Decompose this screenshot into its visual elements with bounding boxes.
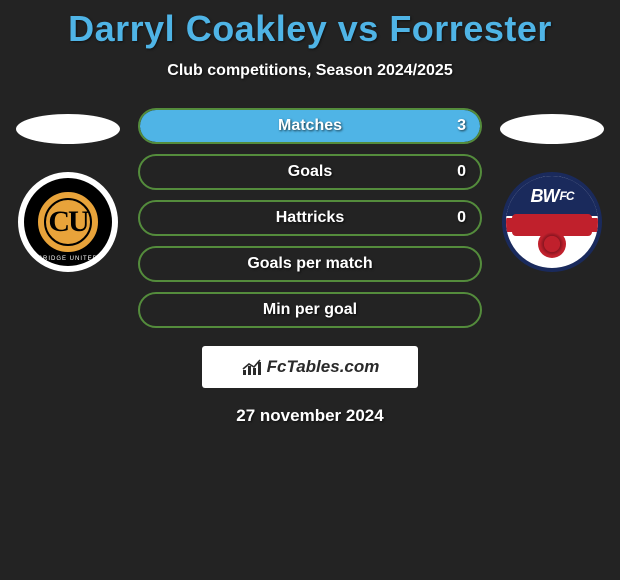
stat-value-right: 0: [457, 209, 466, 227]
chart-icon: [241, 358, 263, 376]
club-left-initials: CU: [48, 205, 87, 239]
club-right-logo: BWFC: [502, 172, 602, 272]
stat-row: Min per goal: [138, 292, 482, 328]
stats-list: Matches 3 Goals 0 Hattricks 0 Goals per match M…: [128, 108, 492, 338]
stat-row: Goals per match: [138, 246, 482, 282]
date-text: 27 november 2024: [0, 406, 620, 426]
stat-row: Goals 0: [138, 154, 482, 190]
stat-value-right: 0: [457, 163, 466, 181]
player-right: BWFC: [492, 108, 612, 272]
brand-badge: FcTables.com: [202, 346, 418, 388]
club-left-logo: CU BRIDGE UNITED: [18, 172, 118, 272]
brand-text: FcTables.com: [267, 357, 380, 377]
cambridge-badge: CU BRIDGE UNITED: [18, 172, 118, 272]
stat-label: Matches: [278, 117, 342, 135]
stat-label: Goals per match: [247, 255, 372, 273]
stat-row: Hattricks 0: [138, 200, 482, 236]
stat-value-right: 3: [457, 117, 466, 135]
stat-label: Hattricks: [276, 209, 344, 227]
club-right-initials: BW: [531, 186, 559, 207]
subtitle: Club competitions, Season 2024/2025: [0, 62, 620, 80]
stat-label: Goals: [288, 163, 332, 181]
player-left: CU BRIDGE UNITED: [8, 108, 128, 272]
bolton-badge: BWFC: [502, 172, 602, 272]
player-left-avatar-placeholder: [16, 114, 120, 144]
stat-label: Min per goal: [263, 301, 357, 319]
comparison-panel: CU BRIDGE UNITED Matches3Goals0Hattricks…: [0, 108, 620, 338]
stat-row: Matches 3: [138, 108, 482, 144]
player-right-avatar-placeholder: [500, 114, 604, 144]
page-title: Darryl Coakley vs Forrester: [0, 0, 620, 50]
